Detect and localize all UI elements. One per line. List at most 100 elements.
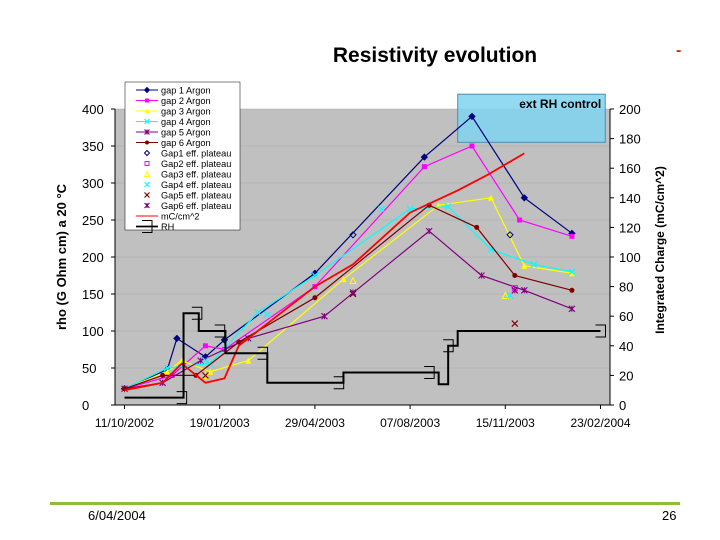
legend-item: Gap1 eff. plateau: [143, 149, 231, 159]
y2-tick-label: 80: [619, 280, 633, 295]
data-point: [521, 262, 528, 269]
y2-tick-label: 20: [619, 368, 633, 383]
y-axis-ticks: 0 50 100 150 200 250 300 350 400: [82, 102, 115, 413]
y-tick-label: 200: [82, 250, 104, 265]
data-point: [236, 339, 242, 345]
y2-axis-label: Integrated Charge (mC/cm^2): [653, 166, 667, 334]
data-point: [569, 287, 575, 293]
x-tick-label: 19/01/2003: [190, 416, 250, 430]
footer-date: 6/04/2004: [88, 508, 146, 523]
data-point: [201, 371, 210, 379]
legend-item: gap 2 Argon: [136, 96, 211, 106]
legend-label: RH: [161, 222, 174, 232]
legend-label: gap 2 Argon: [161, 96, 211, 106]
data-point: [520, 194, 529, 202]
data-point: [468, 112, 476, 121]
x-tick-label: 11/10/2002: [95, 416, 154, 430]
data-point: [501, 291, 510, 299]
legend-label: Gap6 eff. plateau: [161, 201, 231, 211]
data-point: [145, 98, 149, 103]
data-point: [214, 324, 226, 338]
data-point: [207, 368, 214, 375]
y2-tick-label: 60: [619, 309, 633, 324]
series-gap1-eff-plateau: [349, 231, 514, 239]
legend-label: Gap4 eff. plateau: [161, 180, 231, 190]
data-point: [144, 202, 150, 209]
y2-tick-label: 140: [619, 191, 641, 206]
legend-item: gap 3 Argon: [136, 107, 211, 117]
data-point: [506, 231, 514, 239]
data-point: [160, 372, 166, 378]
legend-item: Gap5 eff. plateau: [144, 191, 231, 201]
data-point: [488, 194, 495, 201]
legend-item: gap 4 Argon: [136, 117, 211, 127]
legend-item: Gap3 eff. plateau: [143, 170, 231, 180]
series-rh: [124, 306, 606, 405]
data-point: [245, 357, 252, 364]
legend-item: gap 1 Argon: [136, 86, 211, 96]
legend-item: Gap6 eff. plateau: [144, 201, 231, 211]
data-point: [444, 203, 452, 211]
y-tick-label: 100: [82, 324, 104, 339]
legend-label: Gap1 eff. plateau: [161, 149, 231, 159]
legend-label: Gap2 eff. plateau: [161, 159, 231, 169]
x-tick-label: 07/08/2003: [380, 416, 440, 430]
data-point: [263, 311, 271, 319]
data-point: [511, 286, 519, 294]
data-point: [164, 368, 171, 375]
y2-tick-label: 200: [619, 102, 641, 117]
data-point: [349, 276, 357, 285]
y-tick-label: 150: [82, 287, 104, 302]
series-layer: [120, 112, 606, 405]
y-tick-label: 50: [82, 361, 96, 376]
data-point: [145, 140, 149, 145]
data-point: [568, 270, 575, 277]
data-point: [143, 149, 151, 157]
data-point: [478, 272, 485, 279]
data-point: [420, 153, 429, 161]
series-line: [124, 312, 601, 399]
y-tick-label: 300: [82, 176, 104, 191]
legend-label: gap 4 Argon: [161, 117, 211, 127]
legend-label: Gap3 eff. plateau: [161, 170, 231, 180]
data-point: [257, 346, 269, 360]
legend-label: gap 3 Argon: [161, 107, 211, 117]
data-point: [340, 276, 347, 283]
data-point: [421, 164, 427, 170]
data-point: [191, 306, 203, 320]
data-point: [517, 217, 523, 223]
data-point: [349, 231, 357, 239]
data-point: [443, 339, 454, 353]
data-point: [469, 143, 475, 149]
legend-label: mC/cm^2: [161, 212, 200, 222]
series-gap6-eff-plateau: [349, 286, 519, 296]
data-point: [202, 343, 208, 349]
y2-tick-label: 160: [619, 161, 641, 176]
y-tick-label: 0: [82, 398, 89, 413]
data-point: [349, 289, 357, 296]
legend-item: RH: [136, 220, 174, 233]
y2-tick-label: 120: [619, 220, 641, 235]
legend-label: gap 5 Argon: [161, 128, 211, 138]
legend-box: [124, 81, 241, 231]
series-line: [124, 206, 573, 390]
y-tick-label: 350: [82, 139, 104, 154]
data-point: [176, 391, 188, 405]
legend-label: gap 6 Argon: [161, 138, 211, 148]
data-point: [568, 268, 576, 276]
data-point: [321, 312, 328, 320]
data-point: [312, 295, 318, 301]
y2-tick-label: 40: [619, 339, 633, 354]
legend-label: gap 1 Argon: [161, 86, 211, 96]
data-point: [142, 220, 153, 233]
x-axis-ticks: 11/10/2002 19/01/2003 29/04/2003 07/08/2003…: [95, 405, 631, 430]
legend-item: gap 6 Argon: [136, 138, 211, 148]
data-point: [173, 334, 181, 343]
annotation-box: [457, 93, 606, 143]
legend-item: mC/cm^2: [136, 212, 200, 222]
data-point: [143, 86, 151, 94]
data-point: [378, 205, 385, 213]
data-point: [144, 161, 150, 166]
data-point: [425, 227, 433, 235]
